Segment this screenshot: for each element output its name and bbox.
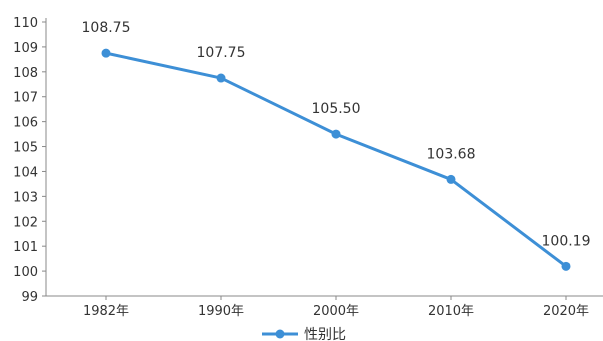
y-tick-label: 106	[13, 116, 38, 131]
y-tick-label: 103	[13, 190, 38, 205]
y-tick-label: 109	[13, 41, 38, 56]
legend: 性别比	[262, 327, 346, 341]
y-tick-label: 100	[13, 265, 38, 280]
data-label: 107.75	[197, 45, 246, 61]
y-tick-label: 105	[13, 141, 38, 156]
x-tick-label: 2020年	[543, 304, 589, 319]
x-axis-ticks: 1982年 1990年 2000年 2010年 2020年	[83, 296, 589, 319]
x-tick-label: 2010年	[428, 304, 474, 319]
data-label: 103.68	[427, 146, 476, 162]
data-label: 100.19	[542, 233, 591, 249]
y-tick-label: 101	[13, 240, 38, 255]
legend-label-sex-ratio: 性别比	[304, 327, 346, 341]
y-axis-ticks: 99 100 101 102 103 104 105 106 107 108 109 110	[13, 16, 46, 305]
data-point	[561, 261, 571, 271]
series-line	[104, 51, 568, 268]
x-tick-label: 2000年	[313, 304, 359, 319]
series-group: 108.75 107.75 105.50 103.68 100.19	[82, 20, 591, 271]
y-tick-label: 104	[13, 165, 38, 180]
y-tick-label: 108	[13, 66, 38, 81]
data-point	[331, 129, 341, 139]
data-label: 108.75	[82, 20, 131, 36]
data-point	[446, 174, 456, 184]
y-tick-label: 102	[13, 215, 38, 230]
x-tick-label: 1982年	[83, 304, 129, 319]
legend-marker-swatch	[275, 329, 285, 339]
y-tick-label: 99	[21, 290, 38, 305]
data-point	[216, 73, 226, 83]
y-tick-label: 110	[13, 16, 38, 31]
y-tick-label: 107	[13, 91, 38, 106]
axes-group	[45, 18, 603, 297]
x-tick-label: 1990年	[198, 304, 244, 319]
data-label: 105.50	[312, 101, 361, 117]
data-point	[101, 48, 111, 58]
